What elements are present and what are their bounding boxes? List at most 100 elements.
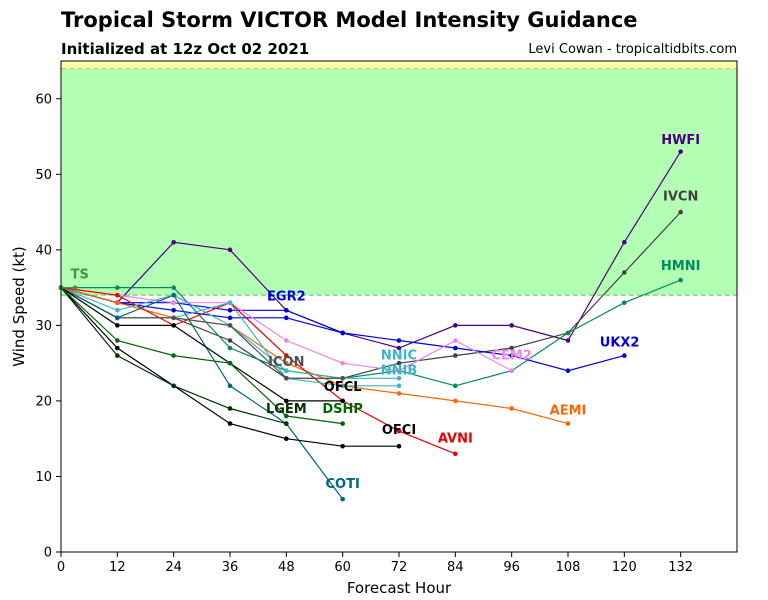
y-tick-label: 30	[35, 319, 52, 334]
data-point-ofci	[396, 443, 402, 449]
data-point-lgem	[171, 383, 176, 389]
data-point-ofcl	[284, 398, 289, 404]
data-point-egr2	[171, 307, 176, 313]
data-point-egr2	[284, 315, 289, 321]
data-point-cem2	[284, 338, 289, 343]
chart-credit: Levi Cowan - tropicaltidbits.com	[528, 42, 737, 57]
data-point-aemi	[284, 360, 289, 366]
data-point-aemi	[509, 406, 514, 411]
data-point-ivcn	[678, 209, 683, 215]
data-point-icon	[227, 323, 233, 328]
data-point-ukx2	[453, 345, 458, 351]
x-tick-label: 24	[165, 560, 182, 575]
chart-title: Tropical Storm VICTOR Model Intensity Gu…	[61, 8, 638, 32]
series-line-dshp	[60, 287, 343, 425]
data-point-hmni	[171, 285, 176, 290]
data-point-ofci	[284, 436, 289, 441]
data-point-hwfi	[227, 247, 233, 253]
data-point-aemi	[396, 391, 402, 396]
label-ivcn: IVCN	[663, 190, 698, 205]
data-point-lgem	[284, 421, 289, 426]
data-point-aemi	[453, 398, 458, 404]
series-line-ukx2	[60, 287, 625, 372]
data-point-hmni	[453, 383, 458, 389]
data-point-lgem	[227, 406, 233, 411]
data-point-icon	[284, 375, 289, 381]
data-point-ivcn	[509, 345, 514, 351]
data-point-icon	[340, 375, 345, 381]
data-point-nnib	[227, 300, 233, 306]
data-point-cem2	[453, 338, 458, 343]
model-labels: HWFI IVCN HMNI UKX2 EGR2 CEM2 AEMI AVNI NNICNNIB…	[71, 133, 701, 492]
data-point-egr2	[340, 330, 345, 336]
series-line-hwfi	[60, 151, 682, 349]
data-point-dshp	[171, 353, 176, 358]
label-ofcl: OFCL	[324, 380, 362, 395]
data-point-ofcl	[340, 398, 345, 404]
data-point-cem2	[509, 368, 514, 374]
chart-axes: 0 12 24 36 48 60 72 84 96 108 120 132 0 10 20 30 40 50 60 F…	[10, 60, 738, 597]
data-point-cem2	[340, 360, 345, 366]
y-tick-label: 0	[44, 546, 52, 561]
data-point-nnib	[340, 383, 345, 389]
data-point-ukx2	[622, 353, 627, 358]
data-point-ofci	[115, 345, 120, 351]
data-point-hmni	[115, 285, 120, 290]
x-tick-label: 132	[668, 560, 693, 575]
data-point-hwfi	[453, 323, 458, 328]
label-cem2: CEM2	[491, 348, 531, 363]
y-tick-label: 50	[35, 168, 52, 183]
data-point-coti	[340, 496, 345, 502]
label-nnic: NNIC	[381, 348, 417, 363]
data-point-ofci	[227, 421, 233, 426]
label-ts: TS	[71, 268, 89, 283]
data-point-hmni	[565, 330, 571, 336]
data-point-avni	[284, 353, 289, 358]
data-point-avni	[453, 451, 458, 457]
data-point-nnic	[284, 368, 289, 374]
label-egr2: EGR2	[267, 289, 306, 304]
data-point-icon	[171, 315, 176, 321]
label-dshp: DSHP	[322, 402, 363, 417]
data-point-ts	[72, 285, 78, 290]
data-point-aemi	[565, 421, 571, 426]
data-point-hmni	[227, 345, 233, 351]
data-point-cem2	[396, 368, 402, 374]
data-point-coti	[115, 315, 120, 321]
label-lgem: LGEM	[266, 402, 307, 417]
data-point-hwfi	[678, 149, 683, 154]
x-axis-label: Forecast Hour	[347, 579, 452, 597]
y-tick-label: 10	[35, 470, 52, 485]
data-point-aemi	[115, 300, 120, 306]
data-point-avni	[396, 428, 402, 434]
data-point-hwfi	[565, 338, 571, 343]
data-point-ivcn	[227, 338, 233, 343]
data-point-hwfi	[622, 239, 627, 245]
data-point-ivcn	[622, 270, 627, 275]
band-hurricane	[61, 68, 737, 296]
label-aemi: AEMI	[550, 404, 587, 419]
data-point-dshp	[227, 360, 233, 366]
data-point-ukx2	[284, 307, 289, 313]
intensity-bands	[61, 61, 737, 296]
data-point-dshp	[115, 338, 120, 343]
x-tick-label: 120	[612, 560, 637, 575]
label-ofci: OFCI	[382, 423, 416, 438]
data-point-ivcn	[453, 353, 458, 358]
label-coti: COTI	[326, 477, 360, 492]
data-point-ukx2	[396, 338, 402, 343]
data-point-hwfi	[171, 239, 176, 245]
data-point-ofci	[340, 443, 345, 449]
data-point-nnib	[396, 383, 402, 389]
data-point-ukx2	[565, 368, 571, 374]
band-major	[61, 61, 737, 69]
data-point-nnic	[396, 375, 402, 381]
y-tick-label: 40	[35, 243, 52, 258]
data-point-dshp	[284, 413, 289, 419]
x-tick-label: 84	[447, 560, 464, 575]
series-line-hmni	[61, 279, 681, 387]
label-nnib: NNIB	[381, 363, 418, 378]
data-point-nnic	[115, 307, 120, 313]
x-tick-label: 72	[391, 560, 408, 575]
